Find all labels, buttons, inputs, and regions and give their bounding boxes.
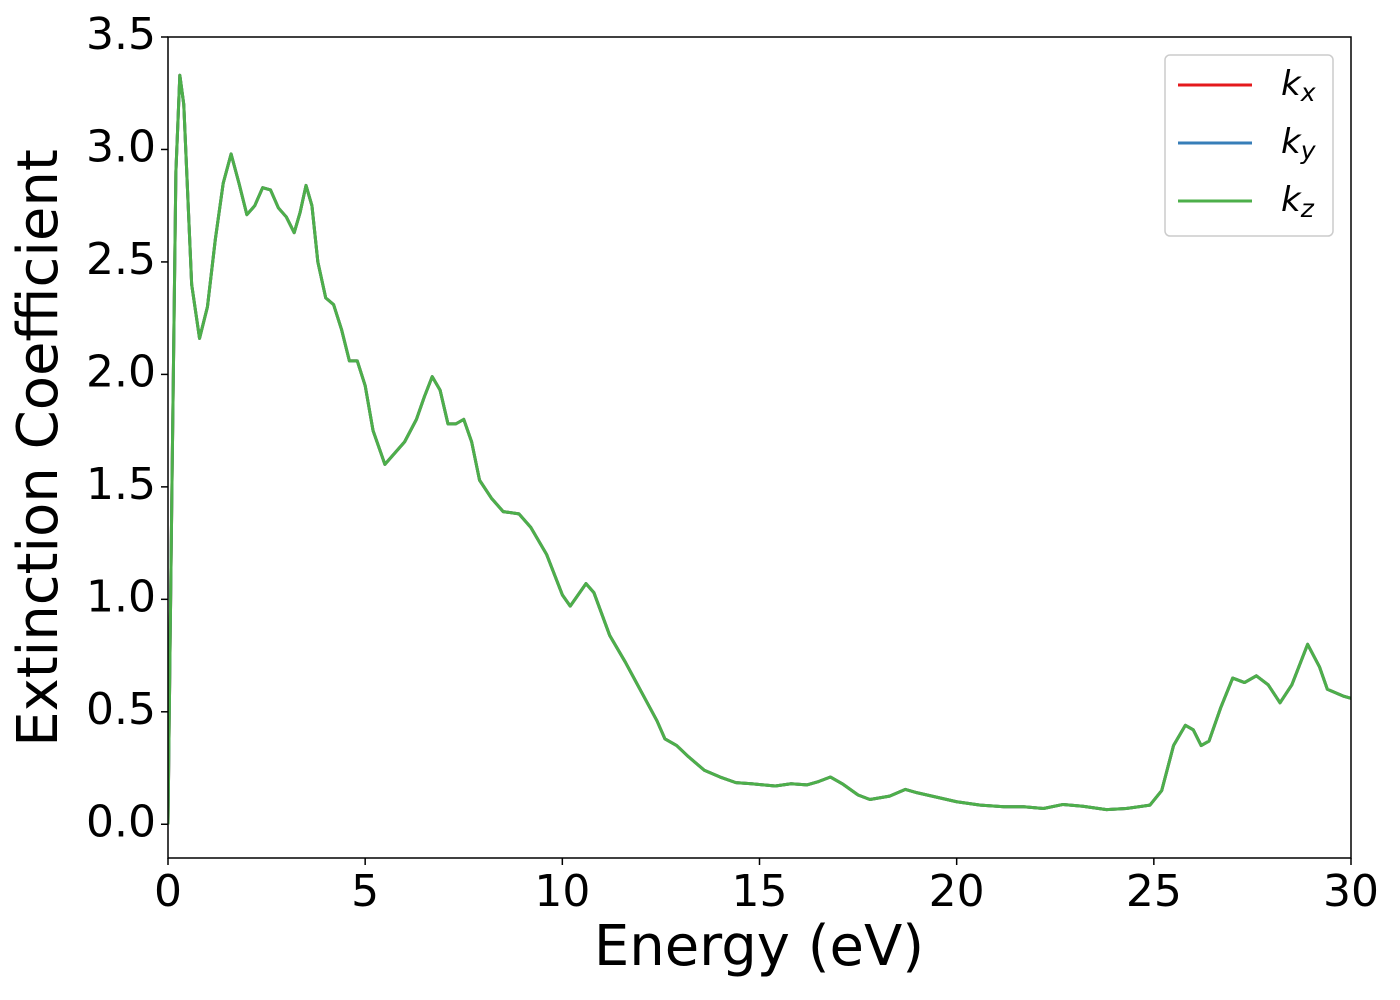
y-tick-label: 3.5 [86,9,156,60]
y-tick-label: 2.0 [86,346,156,397]
plot-area [168,73,1351,825]
x-axis-label: Energy (eV) [594,914,924,979]
y-tick-label: 3.0 [86,121,156,172]
y-tick-label: 1.5 [86,459,156,510]
legend-label: ky [1281,122,1317,166]
y-axis-label: Extinction Coefficient [6,149,71,747]
plot-frame [167,36,1352,859]
y-tick-label: 0.0 [86,796,156,847]
series-line [168,73,1351,825]
x-tick-label: 0 [154,866,182,917]
legend-box [1164,54,1334,237]
y-tick-label: 2.5 [86,234,156,285]
y-tick-label: 0.5 [86,684,156,735]
x-tick-label: 25 [1126,866,1182,917]
y-tick-label: 1.0 [86,571,156,622]
x-tick-label: 10 [534,866,590,917]
legend-label: kx [1281,64,1316,108]
x-tick-label: 15 [732,866,788,917]
legend-label: kz [1281,180,1315,224]
x-tick-label: 20 [929,866,985,917]
x-tick-label: 30 [1323,866,1379,917]
x-tick-label: 5 [351,866,379,917]
